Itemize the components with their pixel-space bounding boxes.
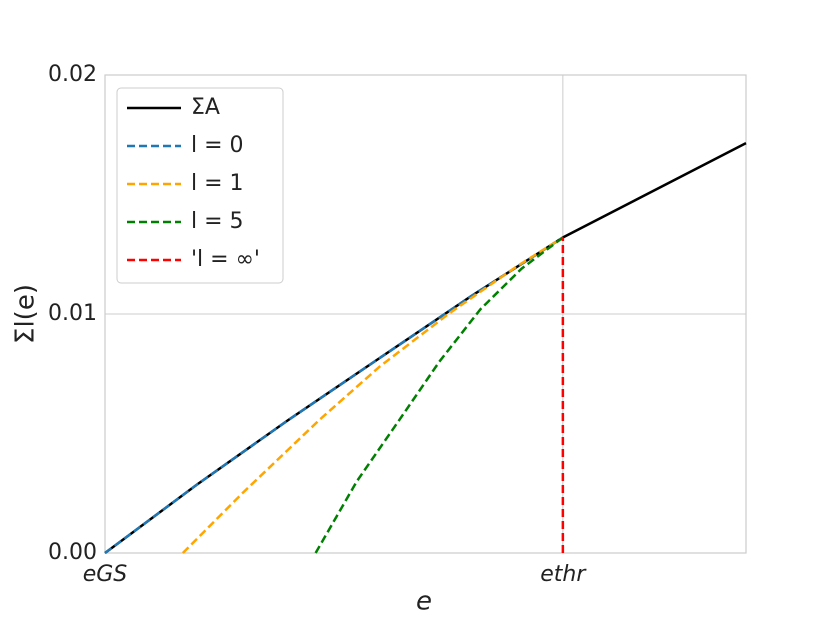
y-tick-label: 0.00 bbox=[48, 540, 97, 565]
legend-label: l = 5 bbox=[191, 209, 244, 234]
y-axis-label: Σl(e) bbox=[11, 284, 41, 344]
legend-label: 'l = ∞' bbox=[191, 247, 260, 272]
legend-label: ΣA bbox=[191, 95, 220, 120]
plot-frame bbox=[104, 74, 747, 554]
legend-box bbox=[116, 87, 284, 284]
series-line bbox=[314, 236, 564, 554]
legend-label: l = 0 bbox=[191, 133, 244, 158]
x-tick-label: eGS bbox=[83, 562, 128, 587]
x-axis-label: e bbox=[416, 587, 432, 617]
x-tick-label: ethr bbox=[540, 562, 587, 587]
series-line bbox=[181, 236, 564, 554]
y-tick-label: 0.02 bbox=[48, 62, 97, 87]
legend-label: l = 1 bbox=[191, 171, 244, 196]
y-tick-label: 0.01 bbox=[48, 301, 97, 326]
series-line bbox=[104, 236, 564, 555]
